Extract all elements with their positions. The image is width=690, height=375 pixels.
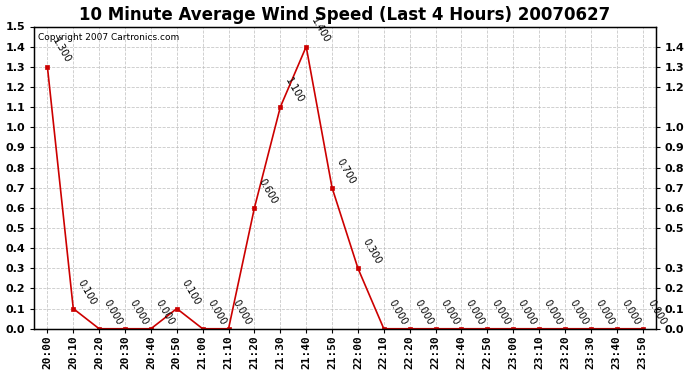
Text: 0.000: 0.000	[464, 298, 486, 327]
Text: 1.300: 1.300	[50, 36, 72, 65]
Text: 0.000: 0.000	[128, 298, 150, 327]
Text: 0.000: 0.000	[568, 298, 590, 327]
Text: 0.700: 0.700	[335, 157, 357, 186]
Text: 0.600: 0.600	[257, 177, 279, 206]
Text: 1.400: 1.400	[308, 16, 331, 45]
Text: Copyright 2007 Cartronics.com: Copyright 2007 Cartronics.com	[37, 33, 179, 42]
Text: 0.000: 0.000	[205, 298, 228, 327]
Text: 0.000: 0.000	[231, 298, 253, 327]
Text: 0.000: 0.000	[386, 298, 408, 327]
Text: 0.000: 0.000	[620, 298, 642, 327]
Title: 10 Minute Average Wind Speed (Last 4 Hours) 20070627: 10 Minute Average Wind Speed (Last 4 Hou…	[79, 6, 611, 24]
Text: 0.000: 0.000	[101, 298, 124, 327]
Text: 0.100: 0.100	[179, 278, 201, 307]
Text: 0.000: 0.000	[593, 298, 616, 327]
Text: 0.100: 0.100	[76, 278, 98, 307]
Text: 0.000: 0.000	[153, 298, 176, 327]
Text: 0.000: 0.000	[542, 298, 564, 327]
Text: 0.300: 0.300	[361, 237, 383, 266]
Text: 1.100: 1.100	[283, 76, 305, 105]
Text: 0.000: 0.000	[516, 298, 538, 327]
Text: 0.000: 0.000	[438, 298, 460, 327]
Text: 0.000: 0.000	[490, 298, 513, 327]
Text: 0.000: 0.000	[413, 298, 435, 327]
Text: 0.000: 0.000	[645, 298, 668, 327]
